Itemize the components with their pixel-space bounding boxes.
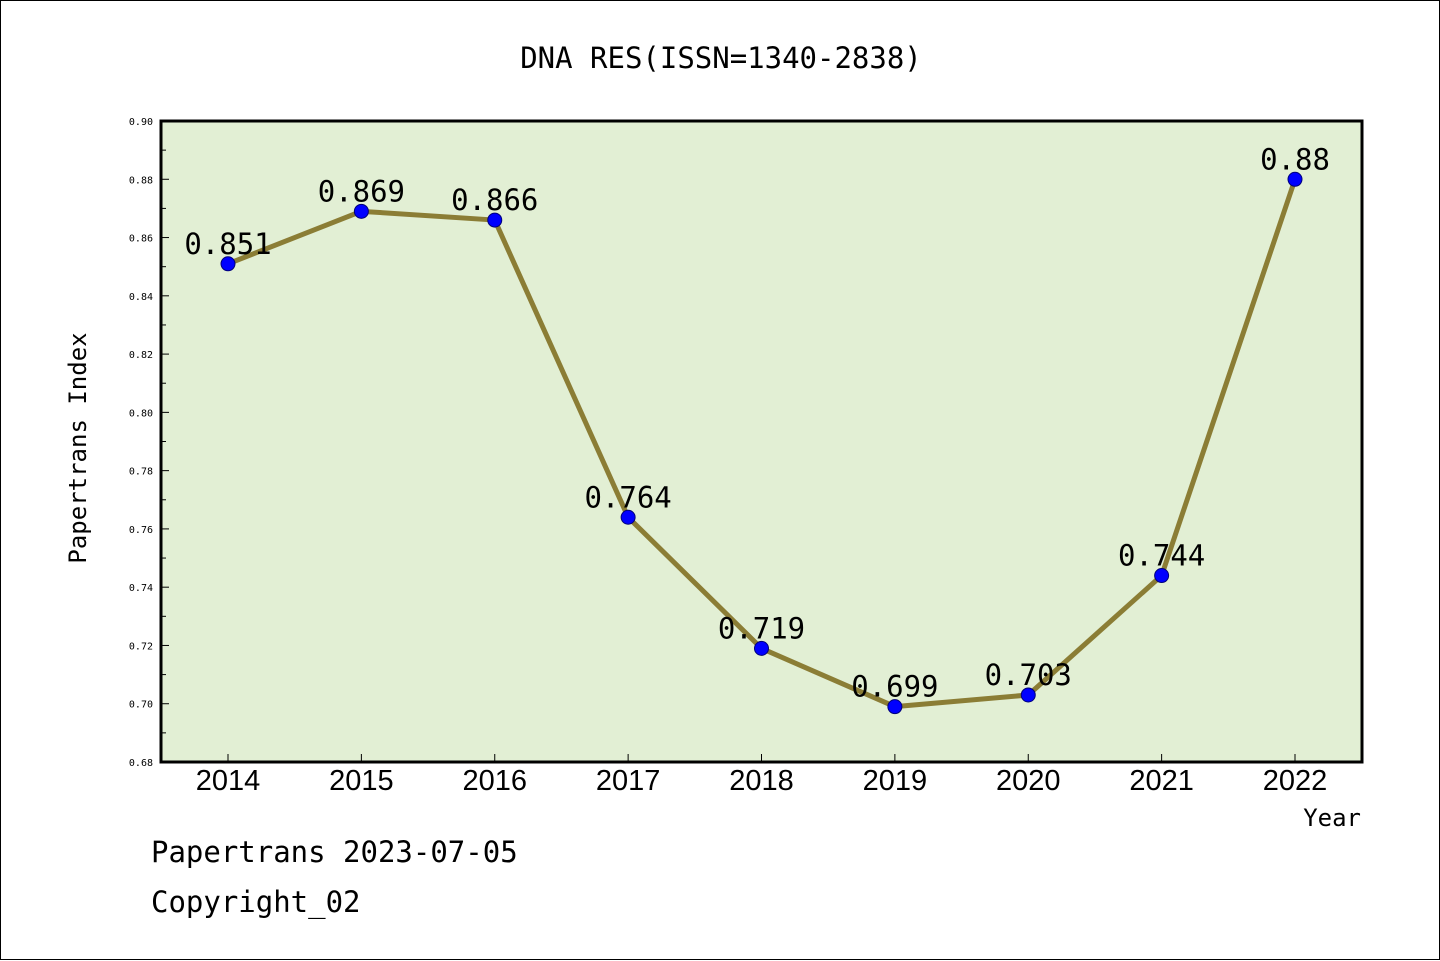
y-tick-label: 0.90 bbox=[129, 117, 153, 128]
data-label: 0.851 bbox=[184, 227, 271, 261]
y-tick-label: 0.86 bbox=[129, 234, 153, 245]
data-label: 0.88 bbox=[1260, 142, 1330, 176]
data-label: 0.699 bbox=[851, 670, 938, 704]
y-tick-label: 0.78 bbox=[129, 467, 153, 478]
series-markers bbox=[220, 171, 1303, 715]
y-tick-label: 0.82 bbox=[129, 350, 153, 361]
data-point bbox=[220, 256, 236, 272]
data-point bbox=[1020, 687, 1036, 703]
footer-date-line: Papertrans 2023-07-05 bbox=[151, 835, 518, 869]
chart-title: DNA RES(ISSN=1340-2838) bbox=[520, 41, 922, 75]
y-tick-label: 0.68 bbox=[129, 758, 153, 769]
data-point bbox=[1154, 568, 1170, 584]
data-label: 0.764 bbox=[584, 480, 671, 514]
x-tick-label: 2021 bbox=[1129, 765, 1194, 797]
data-labels: 0.851 0.869 0.866 0.764 0.719 0.699 0.703 0.744… bbox=[184, 142, 1330, 703]
data-point bbox=[620, 509, 636, 525]
x-tick-label: 2016 bbox=[462, 765, 527, 797]
data-point bbox=[887, 699, 903, 715]
data-label: 0.744 bbox=[1118, 539, 1205, 573]
y-tick-label: 0.88 bbox=[129, 175, 153, 186]
x-tick-label: 2022 bbox=[1263, 765, 1328, 797]
data-point bbox=[487, 212, 503, 228]
y-tick-label: 0.76 bbox=[129, 525, 153, 536]
data-point bbox=[754, 640, 769, 656]
y-tick-label: 0.72 bbox=[129, 641, 153, 652]
data-point bbox=[1287, 171, 1303, 187]
y-axis: 0.68 0.70 0.72 0.74 0.76 0.78 0.80 0.82 0.84 0.86… bbox=[129, 117, 169, 769]
y-tick-label: 0.70 bbox=[129, 700, 153, 711]
data-point bbox=[353, 203, 369, 219]
x-tick-label: 2019 bbox=[863, 765, 928, 797]
data-label: 0.869 bbox=[318, 174, 405, 208]
x-tick-label: 2015 bbox=[329, 765, 394, 797]
data-label: 0.719 bbox=[718, 611, 805, 645]
y-tick-label: 0.84 bbox=[129, 292, 153, 303]
data-label: 0.703 bbox=[985, 658, 1072, 692]
data-label: 0.866 bbox=[451, 183, 538, 217]
footer-copyright: Copyright_02 bbox=[151, 885, 361, 919]
y-tick-label: 0.74 bbox=[129, 583, 153, 594]
x-axis-label: Year bbox=[1303, 804, 1361, 832]
x-tick-label: 2014 bbox=[196, 765, 261, 797]
x-tick-label: 2020 bbox=[996, 765, 1061, 797]
x-axis: 2014 2015 2016 2017 2018 2019 2020 2021 2022 bbox=[196, 754, 1328, 797]
y-axis-label: Papertrans Index bbox=[64, 332, 92, 563]
y-tick-label: 0.80 bbox=[129, 408, 153, 419]
x-tick-label: 2017 bbox=[596, 765, 661, 797]
x-tick-label: 2018 bbox=[729, 765, 794, 797]
